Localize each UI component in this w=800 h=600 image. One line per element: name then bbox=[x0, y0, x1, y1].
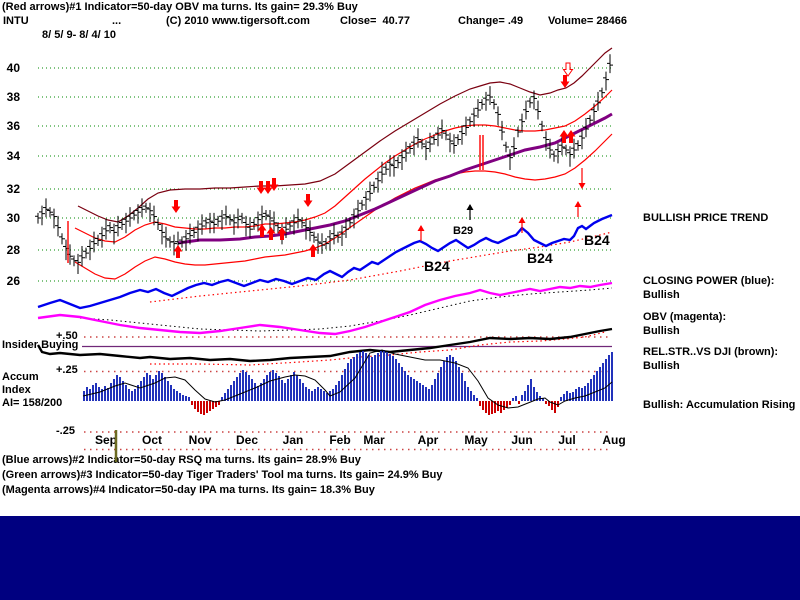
closing-power-status: Bullish bbox=[643, 289, 680, 301]
svg-text:40: 40 bbox=[7, 61, 21, 75]
date-range: 8/ 5/ 9- 8/ 4/ 10 bbox=[42, 29, 116, 41]
copyright-text: (C) 2010 www.tigersoft.com bbox=[166, 15, 310, 27]
svg-text:B24: B24 bbox=[424, 258, 450, 274]
svg-text:Jun: Jun bbox=[511, 433, 532, 447]
obv-label: OBV (magenta): bbox=[643, 311, 727, 323]
svg-text:B29: B29 bbox=[453, 225, 473, 237]
indicator1-line: (Red arrows)#1 Indicator=50-day OBV ma t… bbox=[2, 1, 358, 13]
svg-text:Apr: Apr bbox=[418, 433, 439, 447]
svg-text:B24: B24 bbox=[527, 250, 553, 266]
insider-buying-label: Insider Buying bbox=[2, 339, 79, 351]
indicator2-line: (Blue arrows)#2 Indicator=50-day RSQ ma … bbox=[2, 454, 361, 466]
svg-text:38: 38 bbox=[7, 90, 21, 104]
indicator4-line: (Magenta arrows)#4 Indicator=50-day IPA … bbox=[2, 484, 375, 496]
ai-value: AI= 158/200 bbox=[2, 397, 63, 409]
svg-text:Sep: Sep bbox=[95, 433, 117, 447]
accumulation-note: Bullish: Accumulation Rising bbox=[643, 399, 796, 411]
relstr-status: Bullish bbox=[643, 360, 680, 372]
navy-footer-strip bbox=[0, 516, 800, 600]
svg-text:34: 34 bbox=[7, 149, 21, 163]
ticker-symbol: INTU bbox=[3, 15, 29, 27]
indicator3-line: (Green arrows)#3 Indicator=50-day Tiger … bbox=[2, 469, 443, 481]
svg-text:May: May bbox=[464, 433, 488, 447]
closing-power-label: CLOSING POWER (blue): bbox=[643, 275, 775, 287]
svg-text:30: 30 bbox=[7, 211, 21, 225]
svg-text:B24: B24 bbox=[584, 232, 610, 248]
svg-text:Dec: Dec bbox=[236, 433, 258, 447]
scale-plus50: +.50 bbox=[56, 330, 78, 342]
svg-text:26: 26 bbox=[7, 274, 21, 288]
scale-minus25: -.25 bbox=[56, 425, 75, 437]
change-value: Change= .49 bbox=[458, 15, 524, 27]
svg-text:Nov: Nov bbox=[189, 433, 212, 447]
close-value: Close= 40.77 bbox=[340, 15, 411, 27]
price-trend-label: BULLISH PRICE TREND bbox=[643, 212, 769, 224]
relstr-label: REL.STR..VS DJI (brown): bbox=[643, 346, 779, 358]
svg-text:Jul: Jul bbox=[558, 433, 575, 447]
svg-text:Feb: Feb bbox=[329, 433, 350, 447]
scale-plus25: +.25 bbox=[56, 364, 78, 376]
accum-label-2: Index bbox=[2, 384, 31, 396]
svg-text:Oct: Oct bbox=[142, 433, 162, 447]
volume-value: Volume= 28466 bbox=[548, 15, 627, 27]
svg-text:Aug: Aug bbox=[602, 433, 625, 447]
svg-text:Jan: Jan bbox=[283, 433, 304, 447]
obv-status: Bullish bbox=[643, 325, 680, 337]
svg-text:28: 28 bbox=[7, 243, 21, 257]
header-dots: ... bbox=[112, 15, 122, 27]
svg-text:32: 32 bbox=[7, 182, 21, 196]
accum-label-1: Accum bbox=[2, 371, 39, 383]
svg-text:36: 36 bbox=[7, 119, 21, 133]
svg-text:Mar: Mar bbox=[363, 433, 385, 447]
